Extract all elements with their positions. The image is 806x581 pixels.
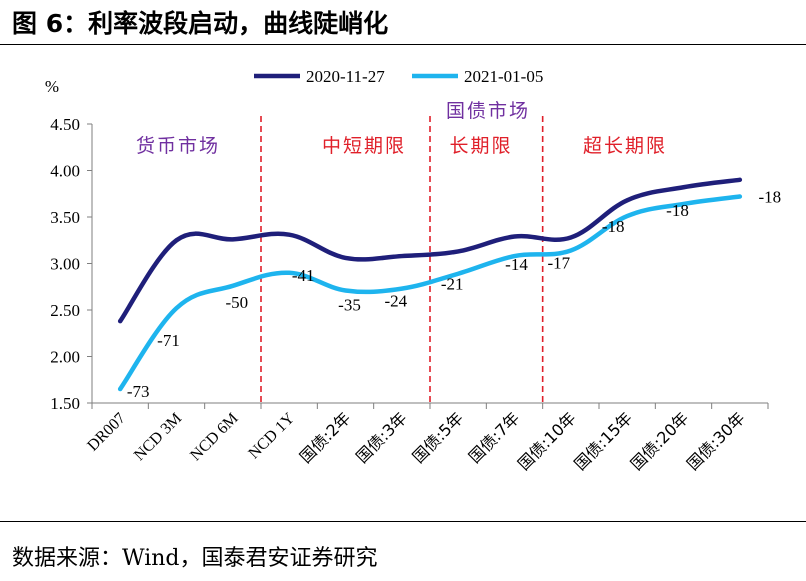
y-tick-label: 3.50 bbox=[50, 208, 80, 227]
region-label: 中短期限 bbox=[322, 135, 406, 157]
spread-label: -18 bbox=[602, 217, 625, 236]
x-tick-label: 国债:5年 bbox=[409, 408, 467, 466]
spread-label: -18 bbox=[666, 201, 689, 220]
spread-label: -24 bbox=[384, 292, 407, 311]
x-tick-label: 国债:15年 bbox=[570, 408, 636, 474]
spread-label: -71 bbox=[157, 331, 180, 350]
y-tick-label: 3.00 bbox=[50, 255, 80, 274]
x-tick-label: NCD 1Y bbox=[245, 409, 298, 462]
x-tick-label: 国债:30年 bbox=[683, 408, 749, 474]
group-label: 国债市场 bbox=[446, 100, 530, 122]
y-axis-unit: % bbox=[45, 77, 59, 96]
region-label: 长期限 bbox=[449, 135, 512, 157]
series-line-1 bbox=[117, 177, 743, 324]
legend-label-1: 2020-11-27 bbox=[306, 67, 385, 86]
legend-label-2: 2021-01-05 bbox=[464, 67, 543, 86]
y-tick-label: 1.50 bbox=[50, 394, 80, 413]
y-tick-label: 2.00 bbox=[50, 348, 80, 367]
region-label: 货币市场 bbox=[136, 135, 220, 157]
spread-label: -35 bbox=[338, 295, 361, 314]
x-tick-label: 国债:7年 bbox=[465, 408, 523, 466]
chart-title: 图 6：利率波段启动，曲线陡峭化 bbox=[12, 9, 389, 38]
spread-label: -41 bbox=[292, 266, 315, 285]
x-tick-label: DR007 bbox=[84, 410, 129, 455]
source-note: 数据来源：Wind，国泰君安证券研究 bbox=[12, 546, 378, 571]
spread-label: -17 bbox=[547, 253, 570, 272]
x-tick-label: 国债:20年 bbox=[627, 408, 693, 474]
x-tick-label: 国债:10年 bbox=[514, 408, 580, 474]
chart-area: 4.50 4.00 3.50 3.00 2.50 2.00 1.50% DR007 NCD 3M… bbox=[45, 67, 781, 474]
spread-label: -73 bbox=[127, 382, 150, 401]
x-tick-label: 国债:3年 bbox=[352, 408, 410, 466]
y-tick-label: 2.50 bbox=[50, 301, 80, 320]
region-label: 超长期限 bbox=[583, 135, 667, 157]
spread-label: -14 bbox=[505, 255, 528, 274]
bottom-rule bbox=[0, 521, 806, 522]
y-tick-label: 4.50 bbox=[50, 115, 80, 134]
top-rule bbox=[0, 44, 806, 45]
spread-label: -18 bbox=[758, 188, 781, 207]
x-tick-label: NCD 6M bbox=[187, 410, 241, 464]
spread-label: -21 bbox=[441, 275, 464, 294]
spread-label: -50 bbox=[225, 293, 248, 312]
x-tick-label: NCD 3M bbox=[131, 410, 185, 464]
series-line-2 bbox=[117, 194, 743, 392]
y-tick-label: 4.00 bbox=[50, 162, 80, 181]
x-tick-label: 国债:2年 bbox=[296, 408, 354, 466]
